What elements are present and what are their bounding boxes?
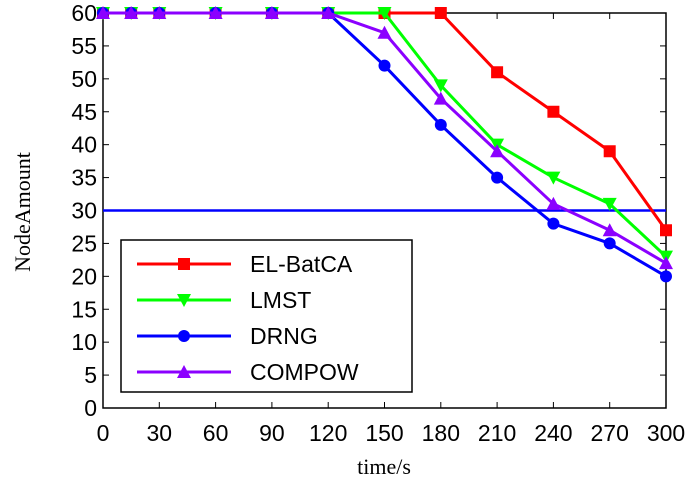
data-point xyxy=(546,196,561,210)
x-tick-label: 0 xyxy=(97,420,110,446)
legend: EL-BatCA LMST DRNG COMPOW xyxy=(120,239,413,393)
data-point xyxy=(124,6,139,19)
data-point xyxy=(660,224,672,237)
x-tick-label: 30 xyxy=(147,420,173,446)
x-tick-label: 270 xyxy=(591,420,629,446)
data-point xyxy=(602,197,617,211)
x-tick-label: 240 xyxy=(534,420,572,446)
legend-label: EL-BatCA xyxy=(250,251,353,277)
x-tick-label: 150 xyxy=(365,420,403,446)
data-point xyxy=(377,25,392,39)
data-point xyxy=(602,223,617,237)
y-tick-label: 60 xyxy=(71,0,97,26)
legend-label: LMST xyxy=(250,287,311,313)
y-axis-title: NodeAmount xyxy=(10,152,35,272)
data-point xyxy=(433,91,448,105)
data-point xyxy=(434,118,447,131)
y-tick-label: 5 xyxy=(84,362,97,388)
data-point xyxy=(491,66,504,79)
y-tick-label: 35 xyxy=(71,165,97,191)
data-point xyxy=(547,217,560,230)
data-point xyxy=(660,270,672,283)
legend-marker xyxy=(178,330,190,342)
data-point xyxy=(434,7,447,19)
data-point xyxy=(659,256,673,270)
y-tick-label: 40 xyxy=(71,132,97,158)
y-tick-label: 15 xyxy=(71,296,97,322)
data-point xyxy=(377,7,392,20)
y-tick-label: 45 xyxy=(71,99,97,125)
y-tick-label: 55 xyxy=(71,33,97,59)
x-tick-label: 210 xyxy=(478,420,516,446)
x-tick-label: 300 xyxy=(647,420,685,446)
series-line-compow xyxy=(103,11,667,265)
x-tick-label: 90 xyxy=(259,420,285,446)
data-point xyxy=(321,6,336,19)
legend-marker xyxy=(177,365,191,378)
y-tick-label: 50 xyxy=(71,66,97,92)
y-tick-label: 30 xyxy=(71,198,97,224)
y-tick-label: 20 xyxy=(71,263,97,289)
data-point xyxy=(546,171,561,185)
legend-marker xyxy=(177,294,191,307)
legend-marker xyxy=(178,258,190,270)
x-tick-label: 60 xyxy=(203,420,229,446)
data-point xyxy=(433,79,448,93)
x-tick-label: 180 xyxy=(422,420,460,446)
data-point xyxy=(208,6,223,19)
plot-area: 0 5 10 15 20 25 30 35 40 45 50 55 60 0 30 60 90 120 150 180… xyxy=(71,0,685,446)
data-point xyxy=(490,144,505,158)
series-line-lmst xyxy=(103,11,668,258)
legend-label: DRNG xyxy=(250,323,318,349)
series-line-drng xyxy=(103,11,667,278)
x-tick-label: 120 xyxy=(309,420,347,446)
x-axis-title: time/s xyxy=(357,454,411,479)
y-tick-label: 0 xyxy=(84,395,97,421)
data-point xyxy=(547,105,560,118)
data-point xyxy=(96,6,110,19)
y-tick-label: 25 xyxy=(71,230,97,256)
data-point xyxy=(152,6,167,19)
data-point xyxy=(603,237,616,250)
data-point xyxy=(264,6,279,19)
data-point xyxy=(378,59,391,72)
y-tick-label: 10 xyxy=(71,329,97,355)
data-point xyxy=(491,171,504,184)
legend-label: COMPOW xyxy=(250,359,359,385)
series-line-el-batca xyxy=(103,11,668,232)
data-point xyxy=(603,145,616,158)
